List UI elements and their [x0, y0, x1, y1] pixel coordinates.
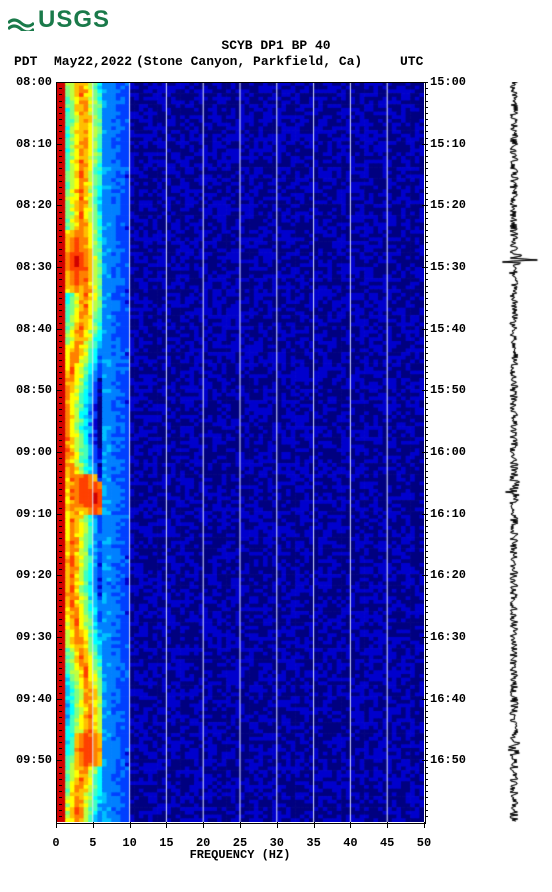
- pdt-label: PDT: [14, 54, 37, 69]
- ytick-right: 16:30: [430, 630, 466, 644]
- ytick-left: 08:50: [16, 383, 52, 397]
- utc-label: UTC: [400, 54, 423, 69]
- ytick-left: 08:40: [16, 322, 52, 336]
- ytick-right: 15:00: [430, 75, 466, 89]
- date-label: May22,2022: [54, 54, 132, 69]
- seismogram-trace: [488, 82, 540, 822]
- ytick-right: 15:30: [430, 260, 466, 274]
- ytick-left: 08:20: [16, 198, 52, 212]
- ytick-left: 09:40: [16, 692, 52, 706]
- ytick-left: 08:30: [16, 260, 52, 274]
- location-label: (Stone Canyon, Parkfield, Ca): [136, 54, 362, 69]
- ytick-left: 09:10: [16, 507, 52, 521]
- ytick-right: 16:00: [430, 445, 466, 459]
- ytick-left: 08:00: [16, 75, 52, 89]
- ytick-right: 16:40: [430, 692, 466, 706]
- ytick-left: 09:30: [16, 630, 52, 644]
- y-axis-left: 08:0008:1008:2008:3008:4008:5009:0009:10…: [12, 82, 52, 822]
- usgs-logo: USGS: [8, 6, 110, 34]
- logo-text: USGS: [38, 6, 110, 34]
- ytick-right: 16:10: [430, 507, 466, 521]
- ytick-right: 16:50: [430, 753, 466, 767]
- spectrogram: [56, 82, 424, 822]
- ytick-left: 08:10: [16, 137, 52, 151]
- ytick-left: 09:20: [16, 568, 52, 582]
- ytick-left: 09:00: [16, 445, 52, 459]
- ytick-right: 15:20: [430, 198, 466, 212]
- ytick-right: 15:50: [430, 383, 466, 397]
- y-axis-right: 15:0015:1015:2015:3015:4015:5016:0016:10…: [430, 82, 474, 822]
- ytick-right: 15:10: [430, 137, 466, 151]
- chart-title: SCYB DP1 BP 40: [0, 38, 552, 53]
- ytick-right: 15:40: [430, 322, 466, 336]
- x-axis-label: FREQUENCY (HZ): [56, 848, 424, 862]
- ytick-left: 09:50: [16, 753, 52, 767]
- ytick-right: 16:20: [430, 568, 466, 582]
